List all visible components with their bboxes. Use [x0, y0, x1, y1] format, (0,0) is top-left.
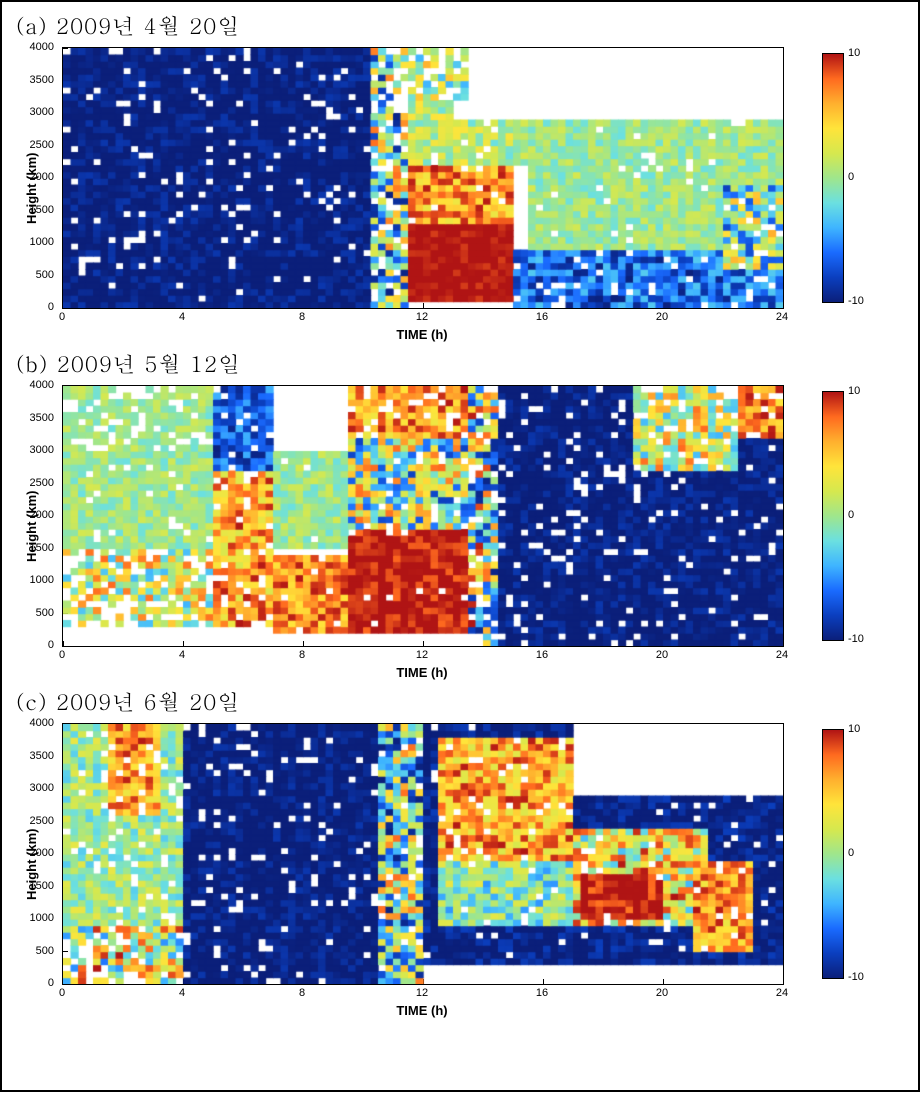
x-tick: 12	[412, 987, 432, 999]
x-tick: 0	[52, 311, 72, 323]
y-ticks: 05001000150020002500300035004000	[12, 47, 58, 307]
x-tick: 8	[292, 311, 312, 323]
y-tick: 1000	[14, 912, 54, 924]
y-tick: 1500	[14, 542, 54, 554]
colorbar-gradient	[822, 53, 844, 303]
x-tick: 24	[772, 311, 792, 323]
y-tick: 500	[14, 269, 54, 281]
colorbar-gradient	[822, 729, 844, 979]
y-tick: 2500	[14, 477, 54, 489]
x-tick: 0	[52, 649, 72, 661]
colorbar-tick: 0	[848, 171, 854, 183]
x-ticks: 04812162024	[62, 647, 782, 663]
colorbar: 10 0 -10	[822, 47, 874, 307]
x-axis-label: TIME (h)	[62, 327, 782, 342]
y-tick: 3500	[14, 74, 54, 86]
y-tick: 1000	[14, 574, 54, 586]
x-tick: 4	[172, 649, 192, 661]
y-ticks: 05001000150020002500300035004000	[12, 385, 58, 645]
y-tick: 500	[14, 607, 54, 619]
y-tick: 3000	[14, 106, 54, 118]
x-tick: 20	[652, 987, 672, 999]
y-tick: 0	[14, 639, 54, 651]
plot-area: Height (km)05001000150020002500300035004…	[12, 385, 784, 680]
y-tick: 2000	[14, 509, 54, 521]
y-tick: 0	[14, 977, 54, 989]
y-tick: 3000	[14, 782, 54, 794]
x-tick: 4	[172, 311, 192, 323]
y-tick: 1500	[14, 204, 54, 216]
colorbar-tick: -10	[848, 633, 864, 645]
plot-box	[62, 723, 784, 985]
x-tick: 20	[652, 311, 672, 323]
x-tick: 16	[532, 987, 552, 999]
x-tick: 8	[292, 649, 312, 661]
panel-c: (c) 2009년 6월 20일Height (km)0500100015002…	[12, 686, 908, 1018]
y-tick: 2000	[14, 171, 54, 183]
panel-row: Height (km)05001000150020002500300035004…	[12, 385, 908, 680]
y-tick: 2500	[14, 815, 54, 827]
colorbar-tick: -10	[848, 295, 864, 307]
y-tick: 4000	[14, 41, 54, 53]
x-tick: 0	[52, 987, 72, 999]
colorbar-tick: 10	[848, 385, 860, 397]
panel-title: (b) 2009년 5월 12일	[16, 348, 908, 379]
x-axis-label: TIME (h)	[62, 1003, 782, 1018]
colorbar: 10 0 -10	[822, 723, 874, 983]
x-tick: 24	[772, 649, 792, 661]
x-tick: 16	[532, 649, 552, 661]
panel-title: (c) 2009년 6월 20일	[16, 686, 908, 717]
panel-b: (b) 2009년 5월 12일Height (km)0500100015002…	[12, 348, 908, 680]
colorbar: 10 0 -10	[822, 385, 874, 645]
heatmap-canvas	[63, 48, 783, 308]
x-tick: 12	[412, 311, 432, 323]
y-tick: 3500	[14, 750, 54, 762]
x-tick: 20	[652, 649, 672, 661]
panel-title: (a) 2009년 4월 20일	[16, 10, 908, 41]
heatmap-canvas	[63, 724, 783, 984]
x-tick: 24	[772, 987, 792, 999]
y-tick: 2000	[14, 847, 54, 859]
x-axis-label: TIME (h)	[62, 665, 782, 680]
panels-host: (a) 2009년 4월 20일Height (km)0500100015002…	[12, 10, 908, 1018]
x-tick: 8	[292, 987, 312, 999]
colorbar-gradient	[822, 391, 844, 641]
plot-area: Height (km)05001000150020002500300035004…	[12, 723, 784, 1018]
x-ticks: 04812162024	[62, 985, 782, 1001]
y-tick: 1000	[14, 236, 54, 248]
y-tick: 0	[14, 301, 54, 313]
y-tick: 3500	[14, 412, 54, 424]
colorbar-tick: 10	[848, 47, 860, 59]
plot-box	[62, 47, 784, 309]
y-tick: 3000	[14, 444, 54, 456]
heatmap-canvas	[63, 386, 783, 646]
y-tick: 1500	[14, 880, 54, 892]
plot-area: Height (km)05001000150020002500300035004…	[12, 47, 784, 342]
plot-box	[62, 385, 784, 647]
y-tick: 4000	[14, 717, 54, 729]
y-tick: 4000	[14, 379, 54, 391]
colorbar-tick: -10	[848, 971, 864, 983]
colorbar-tick: 0	[848, 847, 854, 859]
panel-row: Height (km)05001000150020002500300035004…	[12, 723, 908, 1018]
x-tick: 4	[172, 987, 192, 999]
y-tick: 2500	[14, 139, 54, 151]
figure-frame: (a) 2009년 4월 20일Height (km)0500100015002…	[0, 0, 920, 1092]
panel-row: Height (km)05001000150020002500300035004…	[12, 47, 908, 342]
y-tick: 500	[14, 945, 54, 957]
x-tick: 16	[532, 311, 552, 323]
x-tick: 12	[412, 649, 432, 661]
colorbar-tick: 0	[848, 509, 854, 521]
colorbar-tick: 10	[848, 723, 860, 735]
y-ticks: 05001000150020002500300035004000	[12, 723, 58, 983]
x-ticks: 04812162024	[62, 309, 782, 325]
panel-a: (a) 2009년 4월 20일Height (km)0500100015002…	[12, 10, 908, 342]
